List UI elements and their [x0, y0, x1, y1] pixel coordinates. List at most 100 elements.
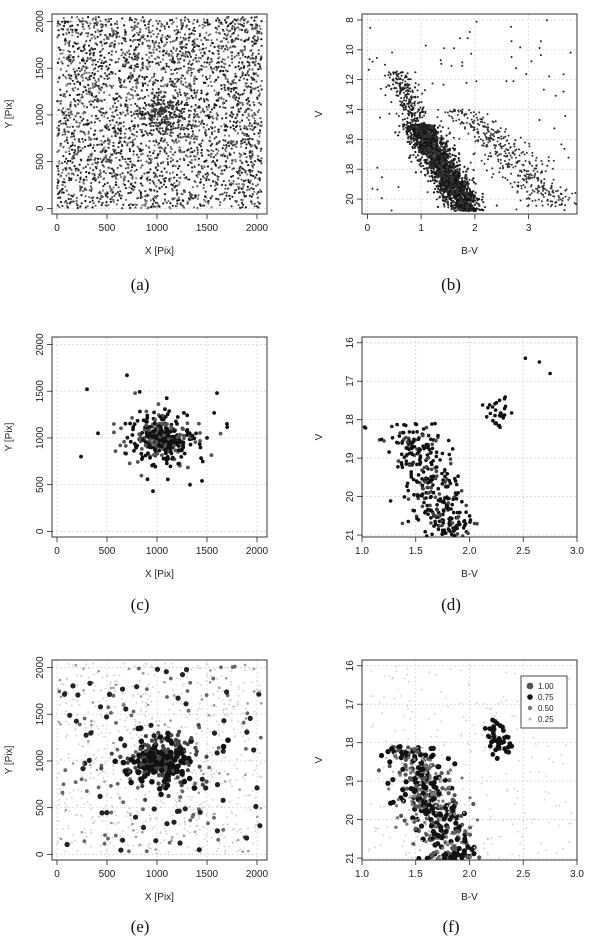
data-point: [224, 48, 227, 51]
data-point: [56, 36, 59, 39]
data-point: [251, 114, 254, 117]
data-point: [249, 156, 252, 159]
data-point: [181, 26, 184, 29]
data-point: [231, 51, 234, 54]
data-point: [244, 46, 247, 50]
data-point: [250, 202, 254, 205]
data-point: [199, 203, 202, 206]
data-point: [69, 111, 72, 114]
data-point: [245, 161, 248, 164]
data-point: [469, 189, 472, 192]
data-point: [180, 112, 183, 115]
data-point: [206, 18, 209, 22]
data-point: [152, 140, 155, 143]
data-point: [165, 38, 168, 41]
data-point: [67, 55, 70, 58]
data-point: [175, 115, 179, 118]
data-point: [450, 208, 453, 211]
data-point: [86, 158, 89, 161]
data-point: [118, 95, 121, 98]
data-point: [153, 157, 156, 160]
data-point: [148, 150, 151, 154]
data-point: [83, 47, 86, 51]
data-point: [58, 206, 61, 209]
data-point: [216, 152, 219, 155]
data-point: [173, 85, 176, 88]
data-point: [185, 43, 188, 46]
data-point: [185, 86, 189, 89]
data-point: [129, 129, 132, 132]
data-point: [192, 67, 195, 71]
data-point: [141, 110, 144, 113]
data-point: [161, 161, 165, 164]
data-point: [181, 124, 184, 127]
data-point: [218, 56, 221, 59]
data-point: [245, 146, 248, 150]
data-point: [118, 159, 121, 162]
data-point: [246, 65, 249, 68]
data-point: [222, 69, 225, 73]
data-point: [157, 125, 160, 128]
data-point: [161, 118, 164, 121]
data-point: [169, 146, 172, 149]
data-point: [235, 145, 238, 148]
data-point: [208, 113, 211, 116]
data-point: [75, 202, 78, 205]
data-point: [108, 93, 111, 97]
data-point: [238, 191, 241, 194]
data-point: [225, 166, 228, 169]
data-point: [179, 19, 183, 22]
data-point: [157, 98, 160, 101]
data-point: [248, 61, 251, 64]
data-point: [231, 38, 234, 41]
data-point: [57, 149, 61, 152]
data-point: [168, 117, 171, 120]
data-point: [194, 104, 197, 107]
data-point: [207, 173, 210, 176]
data-point: [112, 141, 115, 144]
data-point: [237, 34, 240, 37]
data-point: [190, 71, 193, 74]
data-point: [164, 52, 167, 55]
data-point: [240, 28, 243, 32]
data-point: [140, 112, 143, 116]
data-point: [57, 132, 61, 135]
data-point: [217, 93, 220, 96]
data-point: [223, 129, 226, 132]
data-point: [189, 155, 192, 158]
data-point: [220, 65, 223, 68]
data-point: [255, 55, 258, 58]
data-point: [118, 117, 121, 120]
data-point: [130, 26, 133, 29]
data-point: [178, 151, 182, 154]
data-point: [414, 171, 417, 174]
data-point: [210, 168, 213, 171]
data-point: [259, 131, 262, 134]
data-point: [131, 133, 134, 136]
data-point: [102, 158, 105, 161]
data-point: [172, 94, 175, 98]
data-point: [217, 52, 220, 55]
data-point: [160, 181, 163, 184]
data-point: [168, 178, 171, 181]
data-point: [223, 84, 227, 87]
data-point: [201, 109, 204, 112]
data-point: [56, 178, 60, 181]
data-point: [149, 168, 152, 171]
data-point: [178, 176, 181, 179]
data-point: [259, 84, 262, 87]
data-point: [195, 174, 198, 177]
data-point: [196, 135, 199, 138]
data-point: [159, 103, 162, 106]
data-point: [196, 20, 199, 23]
data-point: [240, 139, 243, 142]
data-point: [168, 180, 171, 183]
data-point: [56, 134, 59, 137]
data-point: [139, 148, 142, 151]
data-point: [88, 93, 91, 96]
data-point: [65, 90, 68, 93]
data-point: [68, 108, 71, 111]
data-point: [234, 98, 237, 101]
data-point: [105, 123, 108, 126]
data-point: [413, 144, 416, 147]
